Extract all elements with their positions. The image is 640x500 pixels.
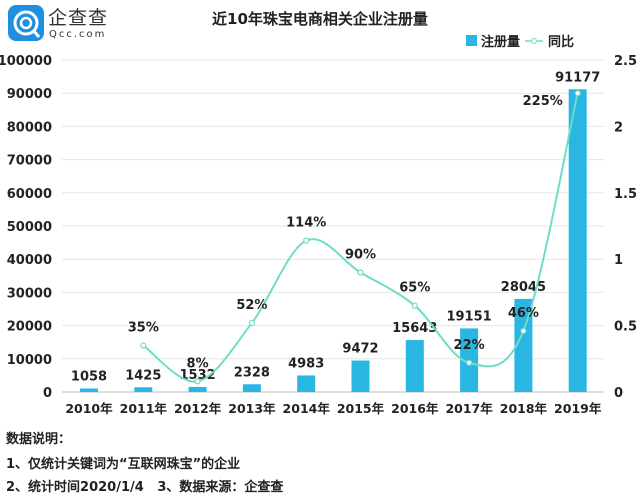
bar — [351, 360, 370, 392]
chart-title: 近10年珠宝电商相关企业注册量 — [212, 10, 428, 28]
x-axis-tick: 2019年 — [554, 401, 602, 416]
bar-label: 15643 — [392, 321, 437, 336]
yoy-point — [194, 378, 201, 385]
yoy-point — [357, 269, 364, 276]
yoy-label: 225% — [523, 94, 563, 109]
bar — [514, 298, 533, 392]
logo-url: Qcc.com — [49, 29, 107, 40]
bar-label: 9472 — [342, 342, 378, 357]
legend: 注册量 同比 — [466, 31, 574, 50]
left-axis-tick: 80000 — [7, 120, 52, 135]
right-axis-tick: 1.5 — [614, 187, 637, 202]
x-axis-tick: 2014年 — [283, 401, 331, 416]
bar-label: 2328 — [234, 365, 270, 380]
yoy-label: 8% — [187, 356, 209, 371]
bar — [568, 89, 587, 392]
legend-bar-label: 注册量 — [481, 35, 521, 50]
x-axis-tick: 2016年 — [391, 401, 439, 416]
left-axis-tick: 10000 — [7, 353, 52, 368]
left-axis-tick: 50000 — [7, 220, 52, 235]
yoy-point — [248, 319, 255, 327]
right-axis-tick: 0 — [614, 386, 623, 401]
left-axis-tick: 40000 — [7, 253, 52, 268]
bar-label: 1058 — [71, 369, 107, 384]
x-axis-tick: 2013年 — [228, 401, 276, 416]
bar — [405, 340, 424, 392]
right-axis-tick: 1 — [614, 253, 623, 268]
right-axis-tick: 2.5 — [614, 54, 637, 69]
left-axis-tick: 70000 — [7, 154, 52, 169]
yoy-label: 52% — [236, 298, 267, 313]
yoy-label: 65% — [399, 281, 430, 296]
plot-area: 0 10000 20000 30000 40000 50000 60000 70000 8000… — [0, 54, 637, 416]
left-axis-tick: 30000 — [7, 286, 52, 301]
yoy-point — [466, 359, 473, 366]
qcc-logo: 企查查 Qcc.com — [6, 4, 126, 44]
yoy-label: 90% — [345, 247, 376, 262]
yoy-point — [520, 327, 527, 335]
left-axis-tick: 100000 — [0, 54, 52, 69]
yoy-line — [142, 92, 579, 383]
bar — [242, 384, 261, 392]
logo-name: 企查查 — [48, 7, 109, 29]
left-axis-tick: 20000 — [7, 320, 52, 335]
yoy-label: 35% — [128, 321, 159, 336]
yoy-point — [574, 90, 581, 97]
bar-label: 28045 — [501, 280, 546, 295]
x-axis-tick: 2012年 — [174, 401, 222, 416]
bar-label: 1425 — [125, 368, 161, 383]
qcc-logo-icon — [8, 5, 44, 41]
bar-label: 91177 — [555, 70, 600, 85]
bar — [134, 387, 153, 392]
yoy-point — [411, 302, 418, 309]
bar — [297, 375, 316, 392]
bar — [188, 386, 207, 392]
bar — [80, 388, 98, 392]
legend-line-label: 同比 — [548, 35, 575, 50]
bar-label: 19151 — [446, 309, 491, 324]
legend-bar-swatch — [466, 35, 477, 46]
x-axis-tick: 2017年 — [445, 401, 493, 416]
notes-line-1: 1、仅统计关键词为“互联网珠宝”的企业 — [6, 457, 241, 472]
legend-line-swatch — [525, 37, 544, 44]
x-axis-tick: 2011年 — [120, 401, 168, 416]
bar-label: 1532 — [180, 368, 216, 383]
bar-label: 4983 — [288, 356, 324, 371]
yoy-label: 46% — [508, 306, 539, 321]
left-axis-tick: 60000 — [7, 187, 52, 202]
yoy-label: 114% — [286, 216, 326, 231]
x-axis-tick: 2018年 — [500, 401, 548, 416]
yoy-point — [303, 237, 310, 244]
yoy-point — [140, 342, 147, 349]
yoy-label: 22% — [454, 338, 485, 353]
notes-line-2: 2、统计时间2020/1/4 3、数据来源：企查查 — [6, 480, 284, 495]
x-axis-tick: 2010年 — [65, 401, 113, 416]
left-axis-tick: 90000 — [7, 87, 52, 102]
right-axis-tick: 2 — [614, 120, 623, 135]
notes-heading: 数据说明： — [6, 432, 72, 447]
x-axis-tick: 2015年 — [337, 401, 385, 416]
left-axis-tick: 0 — [43, 386, 52, 401]
right-axis-tick: 0.5 — [614, 320, 637, 335]
